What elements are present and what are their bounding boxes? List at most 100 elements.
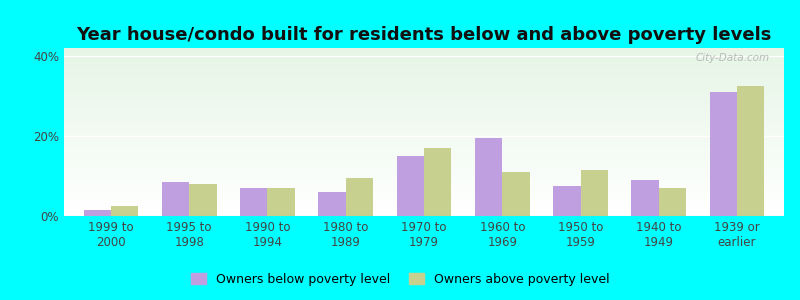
Bar	[64, 183, 784, 184]
Bar	[64, 54, 784, 55]
Bar	[346, 178, 373, 216]
Bar	[64, 142, 784, 143]
Bar	[64, 98, 784, 99]
Bar	[64, 155, 784, 156]
Bar	[64, 116, 784, 117]
Bar	[64, 190, 784, 191]
Bar	[64, 49, 784, 50]
Text: City-Data.com: City-Data.com	[695, 53, 770, 63]
Bar	[64, 204, 784, 205]
Bar	[64, 132, 784, 133]
Bar	[64, 195, 784, 196]
Bar	[64, 107, 784, 108]
Bar	[64, 143, 784, 144]
Bar	[553, 186, 581, 216]
Bar	[64, 128, 784, 129]
Legend: Owners below poverty level, Owners above poverty level: Owners below poverty level, Owners above…	[186, 268, 614, 291]
Bar	[64, 77, 784, 78]
Bar	[64, 86, 784, 87]
Bar	[64, 193, 784, 194]
Bar	[581, 170, 608, 216]
Bar	[475, 138, 502, 216]
Bar	[64, 139, 784, 140]
Bar	[64, 70, 784, 71]
Bar	[64, 168, 784, 169]
Bar	[64, 94, 784, 95]
Bar	[64, 115, 784, 116]
Bar	[64, 103, 784, 104]
Bar	[64, 145, 784, 146]
Bar	[64, 122, 784, 123]
Bar	[64, 177, 784, 178]
Bar	[64, 138, 784, 139]
Bar	[64, 58, 784, 59]
Bar	[64, 73, 784, 74]
Bar	[64, 162, 784, 163]
Bar	[737, 86, 765, 216]
Bar	[64, 72, 784, 73]
Bar	[64, 196, 784, 197]
Bar	[64, 118, 784, 119]
Bar	[64, 174, 784, 175]
Bar	[64, 175, 784, 176]
Bar	[64, 152, 784, 153]
Bar	[64, 166, 784, 167]
Bar	[64, 211, 784, 212]
Bar	[64, 160, 784, 161]
Bar	[631, 180, 658, 216]
Bar	[64, 207, 784, 208]
Bar	[190, 184, 217, 216]
Bar	[64, 89, 784, 90]
Bar	[64, 85, 784, 86]
Bar	[240, 188, 267, 216]
Bar	[64, 92, 784, 93]
Bar	[64, 201, 784, 202]
Bar	[64, 66, 784, 67]
Bar	[64, 57, 784, 58]
Bar	[64, 212, 784, 213]
Bar	[111, 206, 138, 216]
Bar	[64, 117, 784, 118]
Title: Year house/condo built for residents below and above poverty levels: Year house/condo built for residents bel…	[76, 26, 772, 44]
Bar	[64, 108, 784, 109]
Bar	[64, 69, 784, 70]
Bar	[64, 90, 784, 91]
Bar	[64, 82, 784, 83]
Bar	[64, 164, 784, 165]
Bar	[64, 120, 784, 121]
Bar	[64, 209, 784, 210]
Bar	[64, 88, 784, 89]
Bar	[64, 136, 784, 137]
Bar	[64, 170, 784, 171]
Bar	[64, 126, 784, 127]
Bar	[64, 146, 784, 147]
Bar	[64, 178, 784, 179]
Bar	[64, 149, 784, 150]
Bar	[64, 200, 784, 201]
Bar	[64, 157, 784, 158]
Bar	[64, 198, 784, 199]
Bar	[64, 63, 784, 64]
Bar	[658, 188, 686, 216]
Bar	[64, 134, 784, 135]
Bar	[64, 125, 784, 126]
Bar	[64, 179, 784, 180]
Bar	[64, 67, 784, 68]
Bar	[64, 62, 784, 63]
Bar	[64, 158, 784, 159]
Bar	[64, 113, 784, 114]
Bar	[64, 87, 784, 88]
Bar	[64, 82, 784, 83]
Bar	[64, 51, 784, 52]
Bar	[162, 182, 190, 216]
Bar	[64, 189, 784, 190]
Bar	[64, 131, 784, 132]
Bar	[64, 151, 784, 152]
Bar	[64, 80, 784, 81]
Bar	[64, 100, 784, 101]
Bar	[64, 101, 784, 102]
Bar	[64, 93, 784, 94]
Bar	[64, 59, 784, 60]
Bar	[64, 129, 784, 130]
Bar	[64, 99, 784, 100]
